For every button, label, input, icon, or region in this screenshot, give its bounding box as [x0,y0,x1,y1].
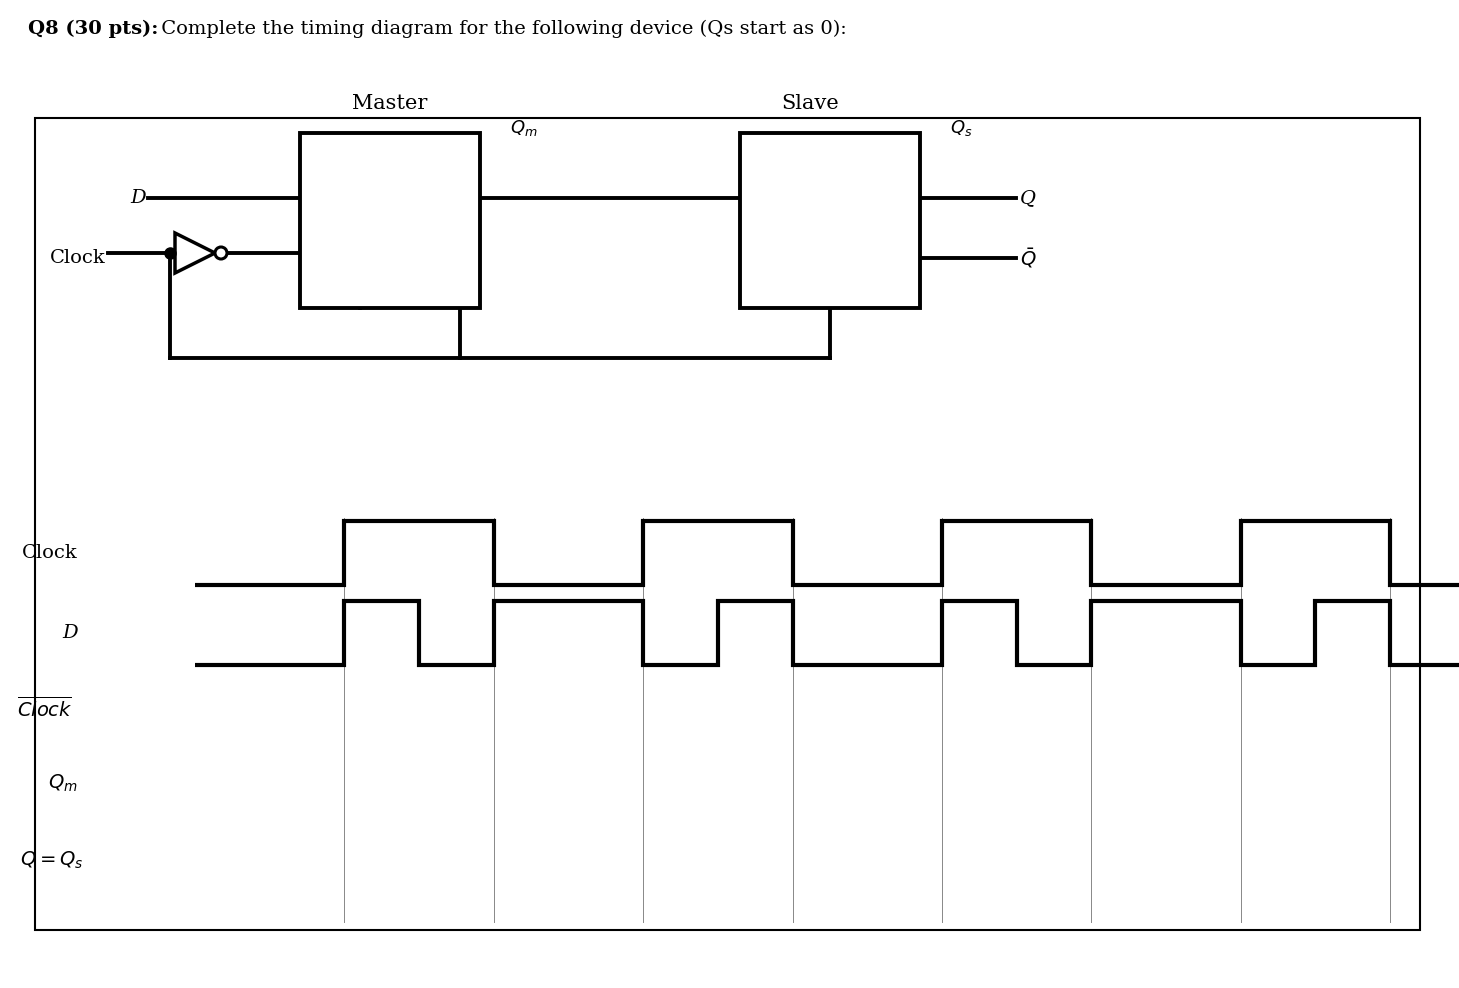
Text: D: D [63,624,77,642]
Text: Q8 (30 pts):: Q8 (30 pts): [28,20,159,39]
Polygon shape [175,233,214,273]
Text: $Q_s$: $Q_s$ [950,118,973,138]
Text: $\bar{Q}$: $\bar{Q}$ [435,266,452,290]
Text: Complete the timing diagram for the following device (Qs start as 0):: Complete the timing diagram for the foll… [155,20,846,39]
Text: $\overline{Clock}$: $\overline{Clock}$ [18,696,73,720]
Text: Clk: Clk [317,273,344,290]
Bar [35,118,1420,930]
Bar [301,133,480,308]
Text: Slave: Slave [781,94,839,113]
Text: D: D [130,189,146,207]
Text: Q: Q [1020,189,1036,207]
Text: $Q_m$: $Q_m$ [511,118,537,138]
Text: Clock: Clock [50,249,105,267]
Text: $\bar{Q}$: $\bar{Q}$ [875,266,891,290]
Text: Master: Master [352,94,427,113]
Text: D: D [762,151,778,169]
Bar [740,133,921,308]
Text: $Q = Q_s$: $Q = Q_s$ [19,850,83,870]
Text: D: D [322,151,337,169]
Text: Q: Q [878,151,894,169]
Text: $\bar{Q}$: $\bar{Q}$ [1020,246,1036,270]
Circle shape [214,247,228,259]
Text: Clk: Clk [756,273,785,290]
Text: Q: Q [438,151,454,169]
Text: $Q_m$: $Q_m$ [48,773,77,793]
Text: Clock: Clock [22,544,77,562]
